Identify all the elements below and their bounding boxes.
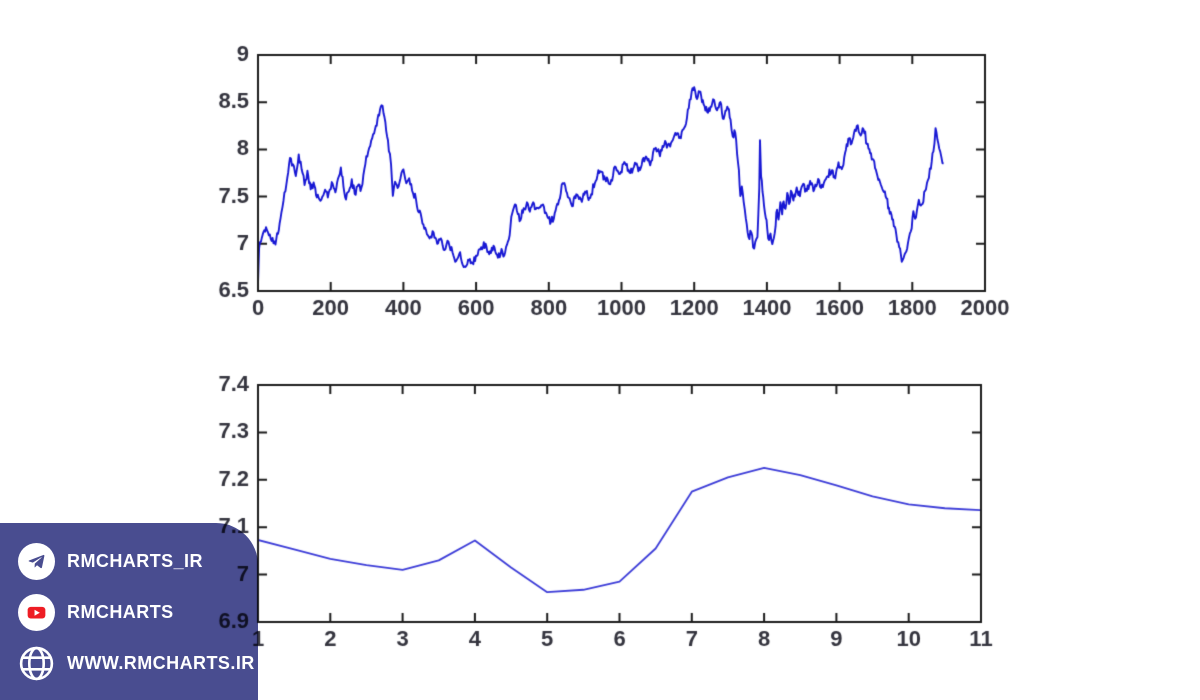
watermark-banner: RMCHARTS_IR RMCHARTS bbox=[0, 523, 258, 700]
youtube-row: RMCHARTS bbox=[18, 594, 258, 631]
telegram-handle: RMCHARTS_IR bbox=[67, 551, 203, 571]
website-url: WWW.RMCHARTS.IR bbox=[67, 653, 255, 673]
youtube-icon bbox=[18, 594, 55, 631]
banner-rows: RMCHARTS_IR RMCHARTS bbox=[0, 523, 258, 682]
telegram-icon bbox=[18, 543, 55, 580]
globe-icon bbox=[18, 645, 55, 682]
telegram-row: RMCHARTS_IR bbox=[18, 543, 258, 580]
youtube-handle: RMCHARTS bbox=[67, 602, 174, 622]
website-row: WWW.RMCHARTS.IR bbox=[18, 645, 258, 682]
